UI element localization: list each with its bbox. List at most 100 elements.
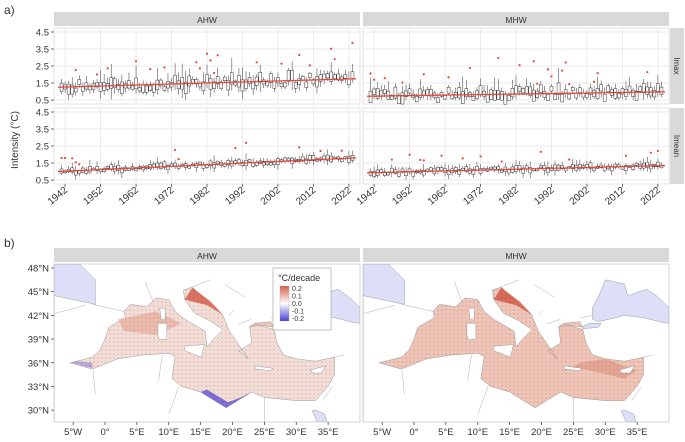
outlier-point [134, 60, 138, 63]
box [293, 82, 298, 89]
outlier-point [568, 83, 571, 86]
island [310, 365, 327, 374]
outlier-point [649, 151, 652, 154]
box [634, 162, 639, 166]
x-tick-label: 2012 [603, 185, 627, 208]
country-border [224, 284, 246, 298]
box [152, 84, 156, 93]
box [656, 83, 660, 92]
box [286, 70, 291, 82]
lon-tick-label: 25°E [563, 427, 584, 437]
country-border [533, 284, 555, 298]
box [70, 84, 74, 95]
facet-label-imax: Imax [672, 57, 681, 74]
country-border [238, 319, 252, 325]
box [627, 85, 632, 93]
lon-tick-label: 15°E [499, 427, 520, 437]
box [631, 164, 635, 170]
box [549, 167, 554, 171]
box [482, 90, 486, 97]
lon-tick-label: 35°E [627, 427, 648, 437]
x-tick-label: 2022 [330, 185, 354, 208]
lon-tick-label: 10°E [158, 427, 179, 437]
x-tick-label: 2002 [568, 185, 592, 208]
legend-tick-label: -0.2 [292, 316, 304, 323]
country-border [501, 279, 520, 288]
lon-tick-label: 5°W [64, 427, 82, 437]
box [208, 160, 213, 167]
map-content [363, 264, 669, 422]
box [641, 83, 646, 93]
outlier-point [468, 66, 471, 69]
x-tick-label: 1982 [188, 185, 212, 208]
facet-panel: 0.5 1.5 2.5 3.5 4.5 1942 1952 1962 1972 1982 1992 2… [36, 108, 361, 208]
box [510, 87, 515, 98]
lat-tick-label: 39°N [28, 335, 49, 346]
box [461, 91, 465, 104]
facet-strip-mhw [363, 12, 669, 26]
facet-label-imean: Imean [672, 135, 681, 157]
box [393, 86, 398, 99]
x-tick-label: 2002 [259, 185, 283, 208]
outlier-point [372, 78, 376, 81]
box [475, 166, 479, 171]
box [457, 169, 461, 175]
lat-tick-label: 36°N [28, 358, 49, 369]
outlier-point [596, 72, 599, 75]
box [439, 92, 444, 97]
x-tick-label: 2012 [294, 185, 318, 208]
box [397, 94, 401, 104]
facet-label-ahw: AHW [197, 15, 217, 25]
box [301, 76, 305, 81]
box [624, 165, 628, 171]
country-border [192, 279, 211, 288]
map-content [54, 264, 360, 422]
outlier-point [440, 154, 443, 157]
box [116, 164, 121, 171]
country-border [92, 369, 96, 395]
outlier-point [422, 159, 425, 162]
box [645, 86, 650, 95]
box [215, 160, 220, 164]
outlier-point [568, 158, 571, 161]
box [645, 161, 650, 168]
box [251, 162, 255, 167]
box [332, 74, 337, 79]
box [290, 69, 294, 82]
box [187, 75, 192, 87]
outlier-point [564, 61, 567, 64]
box [436, 97, 440, 103]
y-axis-title: Intensity (°C) [10, 111, 21, 169]
x-tick-label: 1962 [426, 185, 450, 208]
legend-colorbar [279, 285, 290, 322]
outlier-point [216, 54, 219, 57]
island [159, 308, 166, 321]
box [315, 76, 319, 88]
facet-panel: 0.5 1.5 2.5 3.5 4.5 [36, 28, 361, 107]
box [329, 71, 333, 82]
box [656, 161, 660, 168]
box [382, 88, 387, 94]
box [631, 89, 635, 97]
box [134, 77, 138, 90]
box [446, 169, 451, 176]
sea-region [620, 409, 637, 422]
lon-tick-label: 15°E [190, 427, 211, 437]
sea-region [311, 409, 328, 422]
box [98, 82, 103, 92]
box [308, 73, 312, 78]
facet-label-mhw: MHW [505, 15, 526, 25]
box [478, 85, 483, 95]
box [634, 91, 639, 101]
box [620, 88, 625, 95]
box [489, 166, 493, 170]
box [528, 167, 532, 174]
box [162, 86, 167, 91]
box [606, 85, 610, 93]
box [222, 76, 227, 81]
box [531, 89, 536, 102]
box [120, 81, 124, 94]
country-border [168, 386, 180, 415]
outlier-point [461, 157, 464, 160]
box [439, 167, 444, 171]
